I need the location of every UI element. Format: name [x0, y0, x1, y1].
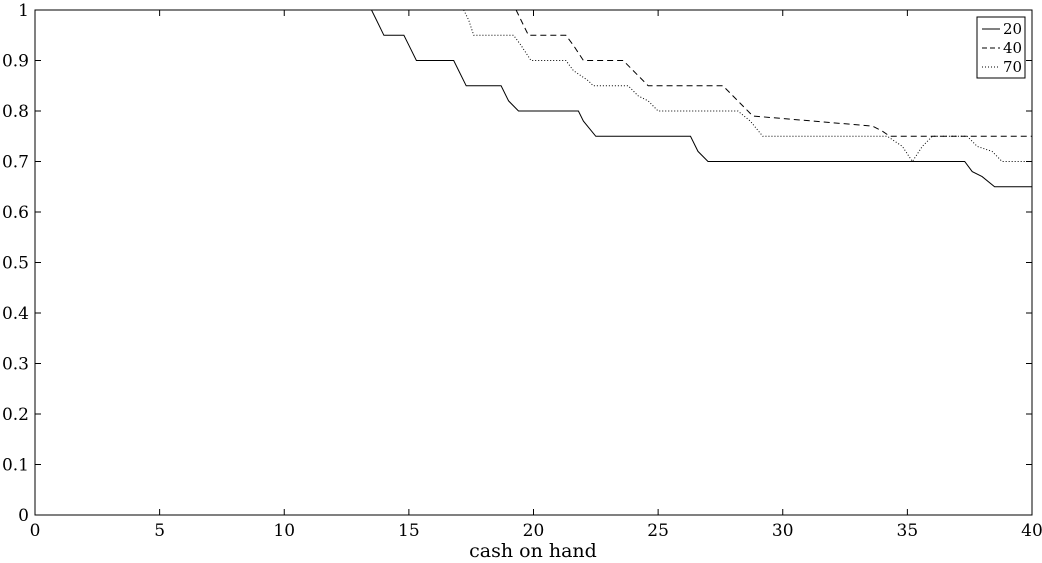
plot-frame	[34, 9, 1033, 516]
series-line-40	[515, 9, 1032, 137]
legend-label-70: 70	[1003, 58, 1022, 76]
series-line-20	[35, 9, 1032, 188]
x-tick-label: 30	[772, 521, 794, 541]
legend-label-40: 40	[1003, 39, 1022, 57]
series-line-70	[463, 9, 1032, 163]
y-tick-label: 0.1	[2, 456, 29, 476]
series-layer	[35, 9, 1032, 188]
legend: 20 40 70	[976, 16, 1026, 79]
x-tick-label: 35	[897, 521, 919, 541]
y-tick-label: 0.6	[2, 203, 29, 223]
x-tick-label: 40	[1021, 521, 1042, 541]
x-tick-label: 15	[398, 521, 420, 541]
x-tick-label: 10	[273, 521, 295, 541]
y-tick-label: 0.4	[2, 304, 29, 324]
x-tick-label: 0	[30, 521, 41, 541]
legend-label-20: 20	[1003, 20, 1022, 38]
x-axis-title: cash on hand	[469, 540, 597, 562]
x-tick-label: 5	[154, 521, 165, 541]
y-tick-label: 0.5	[2, 254, 29, 274]
y-tick-label: 0.2	[2, 405, 29, 425]
x-tick-label: 20	[523, 521, 545, 541]
y-tick-label: 0.3	[2, 355, 29, 375]
axis-ticks: 0 5 10 15 20 25 30 35 40 0 0.1 0.2 0.3 0.4 0.5 0.6 0.7 0.…	[2, 1, 1042, 541]
y-tick-label: 1	[18, 1, 29, 21]
y-tick-label: 0.9	[2, 52, 29, 72]
y-tick-label: 0.8	[2, 102, 29, 122]
x-tick-label: 25	[647, 521, 669, 541]
y-tick-label: 0	[18, 506, 29, 526]
y-tick-label: 0.7	[2, 153, 29, 173]
